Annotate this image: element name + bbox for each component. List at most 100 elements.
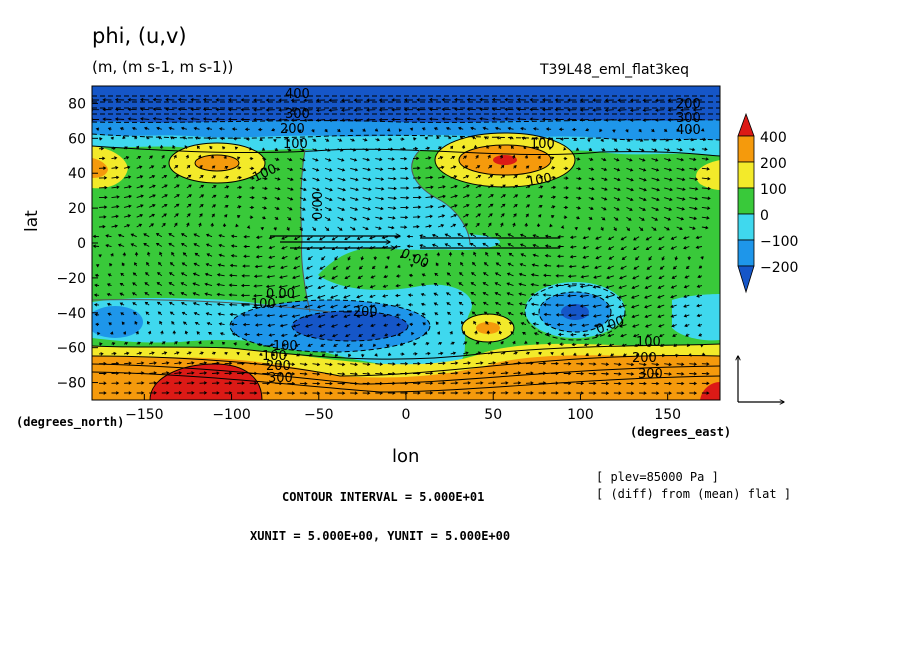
wind-vector <box>567 98 577 102</box>
wind-vector <box>701 391 710 395</box>
wind-vector <box>256 333 263 337</box>
wind-vector <box>205 262 213 267</box>
wind-vector <box>334 353 339 357</box>
wind-vector <box>98 156 106 161</box>
wind-vector <box>701 196 711 201</box>
wind-vector <box>587 226 591 231</box>
wind-vector <box>105 243 112 248</box>
wind-vector <box>362 128 366 132</box>
wind-vector <box>132 302 137 306</box>
wind-vector <box>350 197 359 202</box>
wind-vector <box>198 154 202 159</box>
wind-vector <box>324 206 333 211</box>
wind-vector <box>434 312 439 316</box>
wind-vector <box>425 185 434 189</box>
wind-vector <box>595 236 602 240</box>
wind-vector <box>538 204 543 209</box>
wind-vector <box>349 226 356 231</box>
wind-vector <box>177 97 187 102</box>
wind-vector <box>525 391 534 395</box>
wind-vector <box>428 107 439 112</box>
colorbar-top-triangle <box>737 112 755 137</box>
wind-vector <box>570 333 577 337</box>
wind-vector <box>371 333 376 337</box>
wind-vector <box>450 213 458 218</box>
wind-vector <box>688 128 693 132</box>
wind-vector <box>425 156 432 160</box>
wind-vector <box>519 243 527 247</box>
wind-vector <box>173 154 177 159</box>
wind-vector <box>193 126 200 131</box>
wind-vector <box>110 252 114 257</box>
wind-vector <box>488 341 492 345</box>
wind-vector <box>513 184 519 189</box>
wind-vector <box>148 165 155 169</box>
wind-vector <box>573 352 577 356</box>
wind-vector <box>462 223 468 228</box>
wind-vector <box>123 156 130 160</box>
wind-vector <box>161 341 166 345</box>
chart-subtitle: (m, (m s-1, m s-1)) <box>92 58 234 76</box>
wind-vector <box>500 164 505 169</box>
wind-vector <box>350 158 358 162</box>
wind-vector <box>475 391 484 395</box>
wind-vector <box>601 216 606 221</box>
wind-vector <box>438 381 446 385</box>
wind-vector <box>148 223 154 228</box>
wind-vector <box>459 272 464 277</box>
wind-vector <box>219 332 225 336</box>
wind-vector <box>140 97 150 102</box>
wind-vector <box>470 301 477 306</box>
wind-vector <box>146 320 151 325</box>
wind-vector <box>437 146 442 150</box>
wind-vector <box>330 324 338 328</box>
wind-vector <box>111 224 119 228</box>
wind-vector <box>671 324 677 328</box>
wind-vector <box>408 312 414 317</box>
wind-vector <box>375 157 383 162</box>
wind-vector <box>350 362 358 367</box>
wind-vector <box>136 351 143 355</box>
wind-vector <box>683 285 690 289</box>
wind-vector <box>192 292 200 296</box>
wind-vector <box>174 174 180 179</box>
wind-vector <box>168 233 175 238</box>
wind-vector <box>229 312 238 317</box>
wind-vector <box>463 371 471 375</box>
wind-vector <box>362 138 368 142</box>
wind-vector <box>532 127 539 131</box>
wind-vector <box>324 138 330 142</box>
wind-vector <box>567 303 577 308</box>
wind-vector <box>287 167 294 172</box>
wind-vector <box>579 108 589 112</box>
wind-vector <box>658 236 665 241</box>
wind-vector <box>488 391 497 395</box>
wind-vector <box>145 272 150 277</box>
wind-vector <box>350 381 358 386</box>
wind-vector <box>149 361 157 365</box>
wind-vector <box>168 126 175 131</box>
wind-vector <box>224 166 229 170</box>
wind-vector <box>299 148 305 152</box>
wind-vector <box>341 118 351 122</box>
wind-vector <box>431 233 439 238</box>
wind-vector <box>211 381 220 385</box>
wind-vector <box>664 187 673 192</box>
wind-vector <box>119 282 125 286</box>
wind-vector <box>400 137 405 141</box>
wind-vector <box>249 156 254 161</box>
wind-vector <box>428 98 439 102</box>
wind-vector <box>508 321 514 325</box>
wind-vector <box>344 246 351 250</box>
wind-vector <box>412 166 421 170</box>
wind-vector <box>266 313 275 318</box>
wind-vector <box>484 136 489 140</box>
wind-vector <box>387 157 395 161</box>
wind-vector <box>508 252 514 257</box>
contour-label: 400 <box>285 87 310 102</box>
wind-vector <box>431 243 439 247</box>
wind-vector <box>450 361 459 365</box>
wind-vector <box>463 194 470 199</box>
wind-vector <box>520 253 527 257</box>
wind-vector <box>381 245 388 249</box>
